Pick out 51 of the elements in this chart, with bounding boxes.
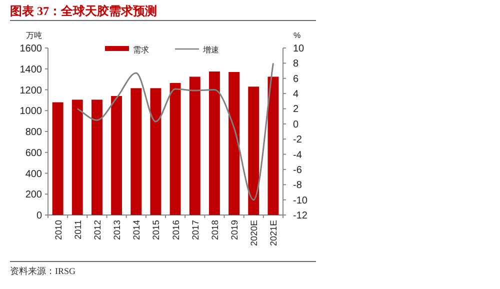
y2-tick-label: 2 — [293, 104, 299, 116]
y2-tick-label: 8 — [293, 58, 299, 70]
x-tick-label: 2014 — [132, 220, 142, 240]
bar — [248, 86, 260, 215]
y2-axis-title: % — [293, 31, 301, 40]
y-axis-title: 万吨 — [26, 31, 42, 40]
chart-title: 图表 37：全球天胶需求预测 — [10, 4, 157, 18]
y-tick-label: 1000 — [20, 106, 42, 118]
y2-tick-label: -8 — [293, 180, 302, 192]
bar — [189, 76, 200, 215]
y-tick-label: 1400 — [20, 64, 42, 76]
x-tick-label: 2019 — [230, 220, 240, 240]
y-tick-label: 200 — [25, 190, 42, 201]
legend-label: 增速 — [202, 46, 219, 54]
y-tick-label: 1600 — [20, 44, 42, 54]
bar — [111, 96, 122, 215]
y2-tick-label: -12 — [293, 210, 308, 222]
y-tick-label: 600 — [25, 148, 42, 159]
bar — [150, 88, 162, 215]
bar — [228, 72, 240, 215]
x-tick-label: 2021E — [268, 220, 279, 246]
x-tick-label: 2011 — [72, 220, 83, 240]
x-tick-label: 2020E — [249, 220, 260, 246]
x-tick-label: 2013 — [112, 220, 122, 240]
y-tick-label: 400 — [25, 168, 42, 180]
y2-tick-label: -10 — [293, 195, 308, 206]
bar — [130, 88, 142, 215]
x-tick-label: 2012 — [92, 220, 102, 240]
bar — [268, 76, 279, 215]
y-tick-label: 1200 — [20, 85, 42, 96]
x-tick-label: 2016 — [170, 220, 181, 240]
legend-label: 需求 — [133, 46, 149, 54]
y2-tick-label: 6 — [293, 74, 299, 85]
y2-tick-label: 10 — [293, 44, 305, 54]
x-tick-label: 2015 — [151, 220, 162, 240]
y2-tick-label: -6 — [293, 164, 302, 176]
x-tick-label: 2018 — [210, 220, 220, 240]
y2-tick-label: -4 — [293, 150, 302, 161]
x-tick-label: 2017 — [190, 220, 200, 240]
bar — [170, 82, 181, 215]
bar — [52, 102, 64, 215]
y2-tick-label: 0 — [293, 119, 299, 130]
text: 资料来源：IRSG — [10, 266, 76, 276]
bar — [91, 100, 102, 215]
y2-tick-label: -2 — [293, 134, 302, 146]
y2-tick-label: 4 — [293, 89, 299, 100]
bar — [208, 71, 220, 215]
bar — [72, 100, 83, 215]
x-tick-label: 2010 — [53, 220, 64, 240]
y-tick-label: 0 — [36, 210, 42, 222]
y-tick-label: 800 — [25, 127, 42, 138]
